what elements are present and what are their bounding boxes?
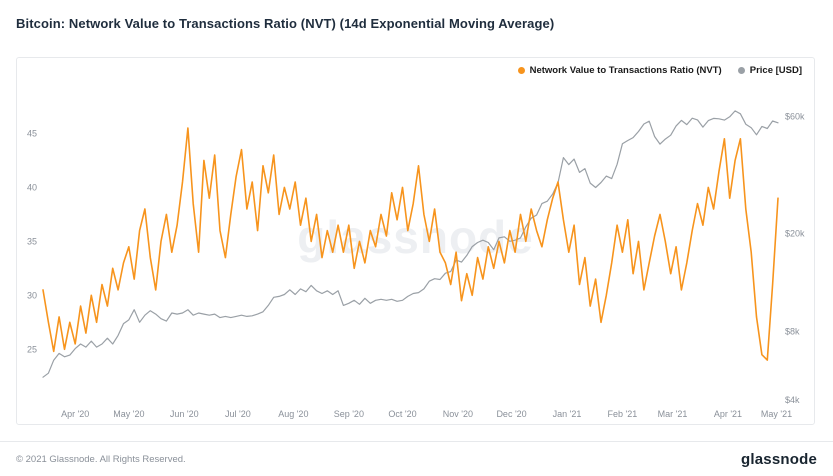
svg-text:40: 40 [27,182,37,192]
svg-text:May '21: May '21 [761,409,792,419]
svg-text:Jan '21: Jan '21 [553,409,582,419]
svg-text:Jun '20: Jun '20 [170,409,199,419]
chart-card: Network Value to Transactions Ratio (NVT… [16,57,815,425]
footer: © 2021 Glassnode. All Rights Reserved. g… [0,441,833,476]
svg-text:30: 30 [27,290,37,300]
svg-text:Feb '21: Feb '21 [608,409,638,419]
chart-legend: Network Value to Transactions Ratio (NVT… [517,65,802,76]
svg-text:Apr '20: Apr '20 [61,409,89,419]
svg-text:May '20: May '20 [113,409,144,419]
svg-text:Mar '21: Mar '21 [658,409,688,419]
legend-item-nvt[interactable]: Network Value to Transactions Ratio (NVT… [517,65,722,76]
legend-label-price: Price [USD] [749,65,802,76]
svg-text:35: 35 [27,236,37,246]
svg-text:Sep '20: Sep '20 [334,409,364,419]
price-series-dot-icon [737,67,745,74]
legend-item-price[interactable]: Price [USD] [737,65,802,76]
svg-text:Aug '20: Aug '20 [278,409,308,419]
svg-text:Oct '20: Oct '20 [388,409,416,419]
copyright-text: © 2021 Glassnode. All Rights Reserved. [16,453,186,465]
svg-text:Jul '20: Jul '20 [225,409,251,419]
chart-canvas[interactable]: 45 40 35 30 25 $60k $20k $8k $4k Apr '20 May '20 Ju… [17,58,814,424]
svg-text:$60k: $60k [785,111,805,121]
glassnode-logo: glassnode [741,450,817,468]
svg-text:$8k: $8k [785,326,800,336]
legend-label-nvt: Network Value to Transactions Ratio (NVT… [529,65,722,76]
svg-text:$20k: $20k [785,229,805,239]
page-title: Bitcoin: Network Value to Transactions R… [16,16,555,31]
svg-text:45: 45 [27,128,37,138]
svg-text:$4k: $4k [785,395,800,405]
svg-text:Nov '20: Nov '20 [443,409,473,419]
svg-text:Dec '20: Dec '20 [496,409,526,419]
svg-text:Apr '21: Apr '21 [714,409,742,419]
svg-text:25: 25 [27,344,37,354]
nvt-series-dot-icon [517,67,525,74]
